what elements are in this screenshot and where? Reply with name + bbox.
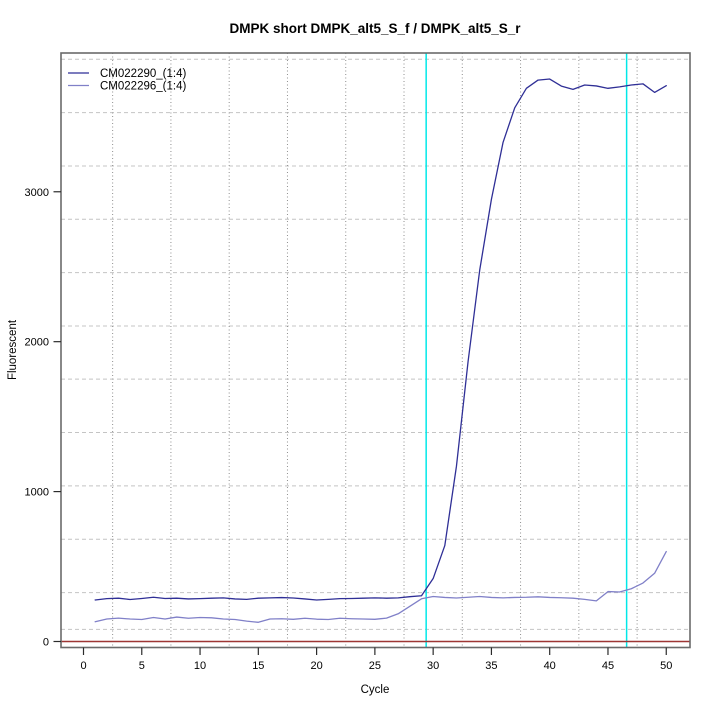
x-tick-label: 25 xyxy=(369,660,381,672)
x-tick-label: 10 xyxy=(194,660,206,672)
grid-layer xyxy=(61,53,690,648)
x-tick-label: 50 xyxy=(660,660,672,672)
plot-border xyxy=(60,52,691,649)
y-axis-title: Fluorescent xyxy=(7,319,19,380)
reference-lines-layer xyxy=(61,53,690,648)
legend: CM022290_(1:4) CM022296_(1:4) xyxy=(68,68,186,93)
x-tick-label: 30 xyxy=(427,660,439,672)
y-tick-label: 0 xyxy=(43,637,49,649)
y-tick-label: 3000 xyxy=(25,187,49,199)
y-tick-label: 2000 xyxy=(25,337,49,349)
series-curve-CM022296_(1:4) xyxy=(94,550,667,623)
legend-label-1: CM022290_(1:4) xyxy=(100,68,186,80)
x-tick-label: 20 xyxy=(310,660,322,672)
x-tick-label: 15 xyxy=(252,660,264,672)
x-tick-label: 45 xyxy=(602,660,614,672)
y-tick-label: 1000 xyxy=(25,487,49,499)
legend-label-2: CM022296_(1:4) xyxy=(100,81,186,93)
chart-title: DMPK short DMPK_alt5_S_f / DMPK_alt5_S_r xyxy=(229,21,521,36)
x-tick-label: 35 xyxy=(485,660,497,672)
x-tick-label: 0 xyxy=(80,660,86,672)
x-tick-label: 40 xyxy=(544,660,556,672)
axes-layer: 0 5 10 15 20 25 30 35 40 45 50 0 1000 2000 3000 xyxy=(25,52,691,672)
x-axis-title: Cycle xyxy=(361,684,390,696)
series-layer xyxy=(94,78,667,623)
x-tick-label: 5 xyxy=(139,660,145,672)
series-curve-CM022290_(1:4) xyxy=(94,78,667,601)
